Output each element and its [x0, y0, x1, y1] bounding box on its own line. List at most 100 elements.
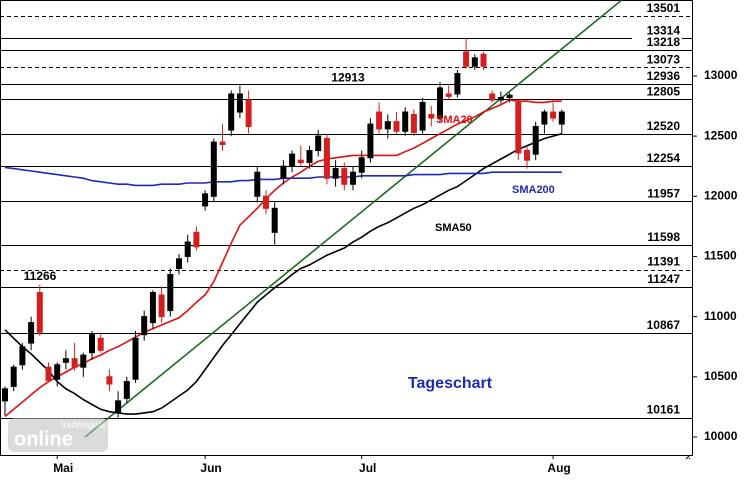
- candle-body: [280, 165, 287, 179]
- level-label-bg: [632, 404, 682, 417]
- watermark-box: [8, 418, 108, 452]
- candle-body: [97, 337, 104, 351]
- level-label-bg: [632, 319, 682, 332]
- watermark-text: tradesignal: [61, 419, 105, 429]
- candle-body: [532, 125, 539, 155]
- level-label: 13501: [647, 1, 681, 15]
- peak-label: 11266: [24, 269, 57, 283]
- candle-body: [524, 150, 530, 161]
- x-tick-label: Jun: [200, 461, 221, 475]
- moving-average-line: [4, 132, 563, 415]
- candle-body: [419, 101, 426, 131]
- level-label-bg: [632, 120, 682, 133]
- candle-body: [358, 157, 365, 173]
- candle-body: [28, 322, 35, 344]
- candle-body: [245, 99, 252, 127]
- candle-body: [480, 53, 487, 67]
- y-tick-label: 10500: [704, 369, 738, 383]
- candle-body: [550, 111, 557, 119]
- level-label: 12254: [647, 151, 681, 165]
- x-tick-label: Jul: [359, 461, 376, 475]
- candle-body: [497, 97, 504, 101]
- candle-body: [263, 195, 269, 209]
- level-label: 13073: [647, 52, 681, 66]
- candle-body: [10, 366, 17, 387]
- x-tick-label: Aug: [547, 461, 570, 475]
- line-label: SMA50: [435, 222, 472, 234]
- candle-body: [141, 316, 148, 336]
- peak-label: 12913: [331, 71, 365, 85]
- level-label: 10161: [647, 403, 681, 417]
- level-label-bg: [632, 2, 682, 15]
- level-label: 13314: [647, 23, 681, 37]
- candle-body: [315, 135, 322, 152]
- candle-body: [306, 150, 313, 164]
- chart-title: Tageschart: [408, 375, 493, 392]
- level-label-bg: [632, 25, 682, 38]
- candle-body: [158, 294, 165, 318]
- level-label-bg: [632, 188, 682, 201]
- level-label-bg: [632, 36, 682, 49]
- candle-body: [71, 358, 78, 368]
- resize-corner: [685, 454, 691, 460]
- line-label: SMA20: [436, 114, 473, 126]
- candle-body: [367, 123, 374, 159]
- level-label: 12805: [647, 85, 681, 99]
- y-tick-label: 12500: [704, 128, 738, 142]
- level-label: 10867: [647, 318, 681, 332]
- watermark: tradesignal online: [8, 418, 108, 452]
- candle-body: [463, 51, 470, 67]
- y-tick-label: 10000: [704, 429, 738, 443]
- level-label: 12936: [647, 69, 681, 83]
- level-label-bg: [632, 152, 682, 165]
- candle-body: [62, 358, 69, 363]
- candle-body: [106, 376, 113, 385]
- candle-body: [219, 141, 226, 146]
- y-tick-label: 11000: [704, 309, 737, 323]
- level-label: 11957: [647, 187, 680, 201]
- plot-frame: [0, 0, 693, 456]
- candle-body: [297, 159, 304, 164]
- level-label-bg: [632, 256, 682, 269]
- candle-body: [167, 273, 174, 312]
- candle-body: [350, 171, 356, 185]
- candle-body: [149, 292, 156, 324]
- candle-body: [89, 334, 95, 354]
- candle-body: [376, 111, 383, 130]
- y-tick-label: 11500: [704, 249, 737, 263]
- level-label: 11247: [647, 272, 680, 286]
- candle-body: [506, 94, 513, 99]
- candle-body: [254, 171, 261, 197]
- candle-body: [454, 73, 461, 95]
- candle-body: [428, 113, 435, 119]
- candle-body: [228, 93, 235, 131]
- candle-body: [541, 111, 548, 125]
- candle-body: [193, 231, 200, 248]
- candle-body: [2, 388, 8, 402]
- candle-body: [36, 292, 43, 333]
- candle-body: [471, 57, 478, 67]
- candle-body: [123, 381, 130, 399]
- candle-body: [393, 121, 400, 132]
- candle-body: [332, 168, 339, 179]
- candle-body: [115, 400, 122, 414]
- level-label-bg: [632, 70, 682, 83]
- candle-body: [132, 337, 139, 380]
- candle-body: [384, 121, 391, 130]
- candle-body: [176, 258, 182, 269]
- candle-body: [202, 193, 209, 207]
- candle-body: [236, 93, 243, 113]
- candle-body: [402, 111, 409, 132]
- level-label: 13218: [647, 35, 681, 49]
- candle-body: [515, 101, 522, 154]
- candle-body: [184, 241, 191, 257]
- candle-body: [437, 87, 443, 119]
- plot-area: [0, 0, 692, 438]
- candle-body: [45, 366, 52, 381]
- candle-body: [271, 207, 278, 233]
- candle-body: [410, 113, 417, 133]
- y-tick-label: 13000: [704, 68, 738, 82]
- level-label: 12520: [647, 119, 681, 133]
- level-label-bg: [632, 54, 682, 67]
